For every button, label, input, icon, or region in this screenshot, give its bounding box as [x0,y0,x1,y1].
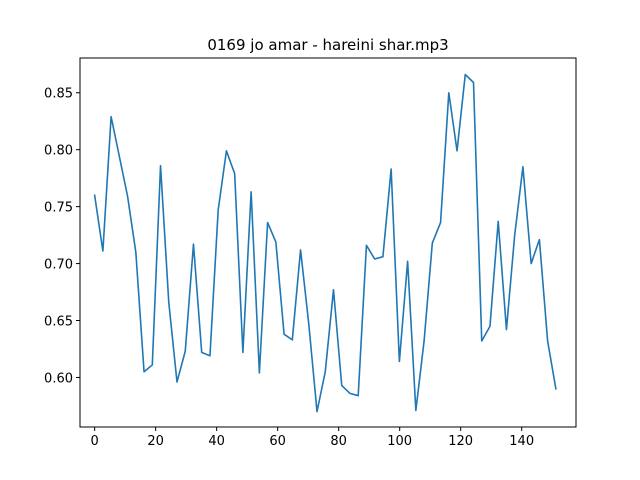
x-tick-label: 80 [330,434,347,449]
y-tick-label: 0.85 [44,87,73,102]
y-tick-label: 0.70 [44,258,73,273]
axes-frame [79,57,577,428]
y-tick-label: 0.65 [44,315,73,330]
x-tick-label: 140 [509,434,534,449]
chart-title: 0169 jo amar - hareini shar.mp3 [207,36,448,54]
series-line-0 [93,73,557,413]
y-tick-label: 0.60 [44,371,73,386]
plot-area: 0 20 40 60 80 100 120 140 0.60 0.65 0.70 0.75 0.80 0.… [44,57,577,449]
x-tick-label: 120 [448,434,473,449]
y-tick-label: 0.80 [44,144,73,159]
x-tick-label: 0 [91,434,99,449]
x-tick-label: 20 [147,434,164,449]
x-tick-label: 100 [387,434,412,449]
x-tick-label: 40 [208,434,225,449]
x-tick-label: 60 [269,434,286,449]
y-tick-label: 0.75 [44,201,73,216]
